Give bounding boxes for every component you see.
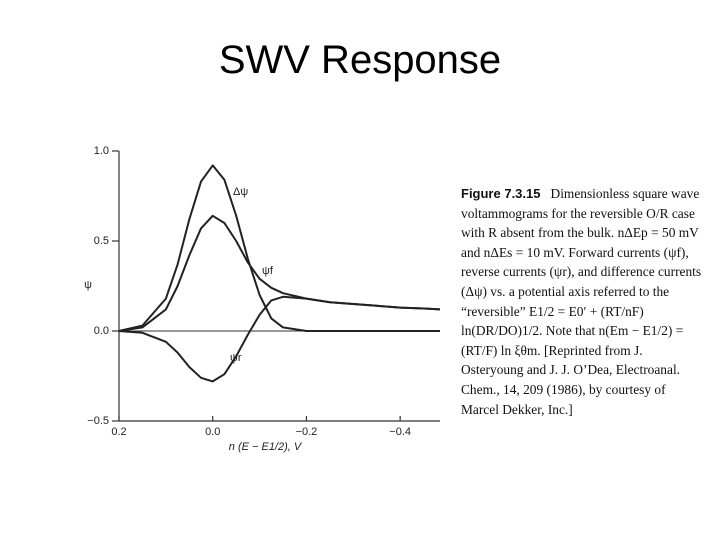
y-tick-label: 0.0 bbox=[94, 325, 109, 337]
y-tick-label: −0.5 bbox=[87, 415, 109, 427]
series-label: Δψ bbox=[233, 186, 248, 198]
y-axis-label: ψ bbox=[84, 279, 92, 291]
series-line bbox=[118, 295, 441, 383]
x-axis-label: n (E − E1/2), V bbox=[229, 441, 303, 453]
series-line bbox=[118, 164, 440, 332]
series-line bbox=[118, 214, 441, 332]
x-tick-label: −0.4 bbox=[389, 426, 411, 438]
x-tick-label: −0.2 bbox=[296, 426, 318, 438]
series-label: ψr bbox=[230, 352, 242, 364]
slide-title: SWV Response bbox=[218, 38, 502, 82]
y-tick-label: 1.0 bbox=[94, 145, 109, 157]
y-tick-label: 0.5 bbox=[94, 235, 109, 247]
caption-label: Figure 7.3.15 bbox=[461, 186, 541, 201]
x-tick-label: 0.2 bbox=[111, 426, 126, 438]
figure-caption: Figure 7.3.15 Dimensionless square wave … bbox=[461, 184, 703, 419]
caption-text: Dimensionless square wave voltammograms … bbox=[461, 186, 702, 417]
x-tick-label: 0.0 bbox=[205, 426, 220, 438]
series-label: ψf bbox=[262, 265, 274, 277]
